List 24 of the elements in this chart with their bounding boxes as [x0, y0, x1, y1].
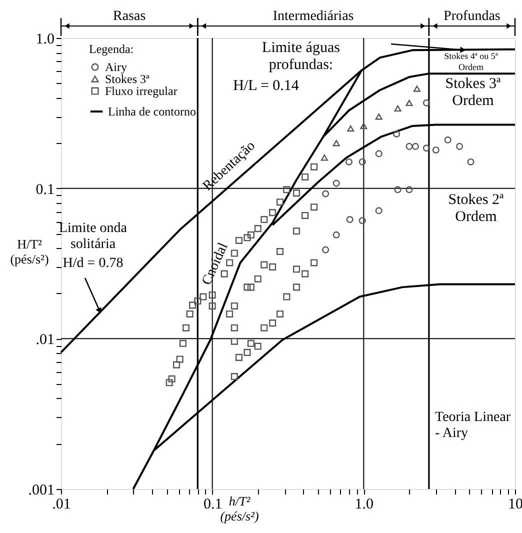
- annotation: H/L = 0.14: [233, 78, 300, 94]
- legend-label: Airy: [105, 60, 127, 74]
- legend-label: Linha de contorno: [108, 104, 196, 118]
- x-tick-label: 0.1: [203, 496, 222, 512]
- y-tick-label: 1.0: [36, 32, 54, 48]
- x-tick-label: 1.0: [354, 496, 374, 512]
- annotation: Stokes 2ª Ordem: [448, 192, 505, 225]
- legend-label: Fluxo irregular: [105, 84, 178, 98]
- y-tick-label: .01: [36, 332, 54, 348]
- text: Intermediárias: [272, 9, 354, 24]
- text: Profundas: [444, 9, 500, 24]
- y-axis-title: H/T² (pés/s²): [10, 236, 49, 266]
- x-tick-label: .01: [52, 496, 71, 512]
- annotation: Teoria Linear - Airy: [435, 410, 511, 441]
- annotation: Limite águas profundas:: [262, 40, 340, 73]
- annotation: H/d = 0.78: [62, 256, 124, 271]
- annotation: Limite onda solitária: [58, 221, 128, 252]
- legend-title: Legenda:: [89, 42, 134, 56]
- annotation: Stokes 4ª ou 5ª Ordem: [444, 51, 498, 72]
- y-tick-label: .001: [28, 482, 54, 498]
- y-tick-label: 0.1: [36, 182, 54, 198]
- x-axis-title: h/T² (pés/s²): [220, 494, 259, 524]
- annotation: Stokes 3ª Ordem: [445, 76, 502, 109]
- text: Rasas: [113, 9, 146, 24]
